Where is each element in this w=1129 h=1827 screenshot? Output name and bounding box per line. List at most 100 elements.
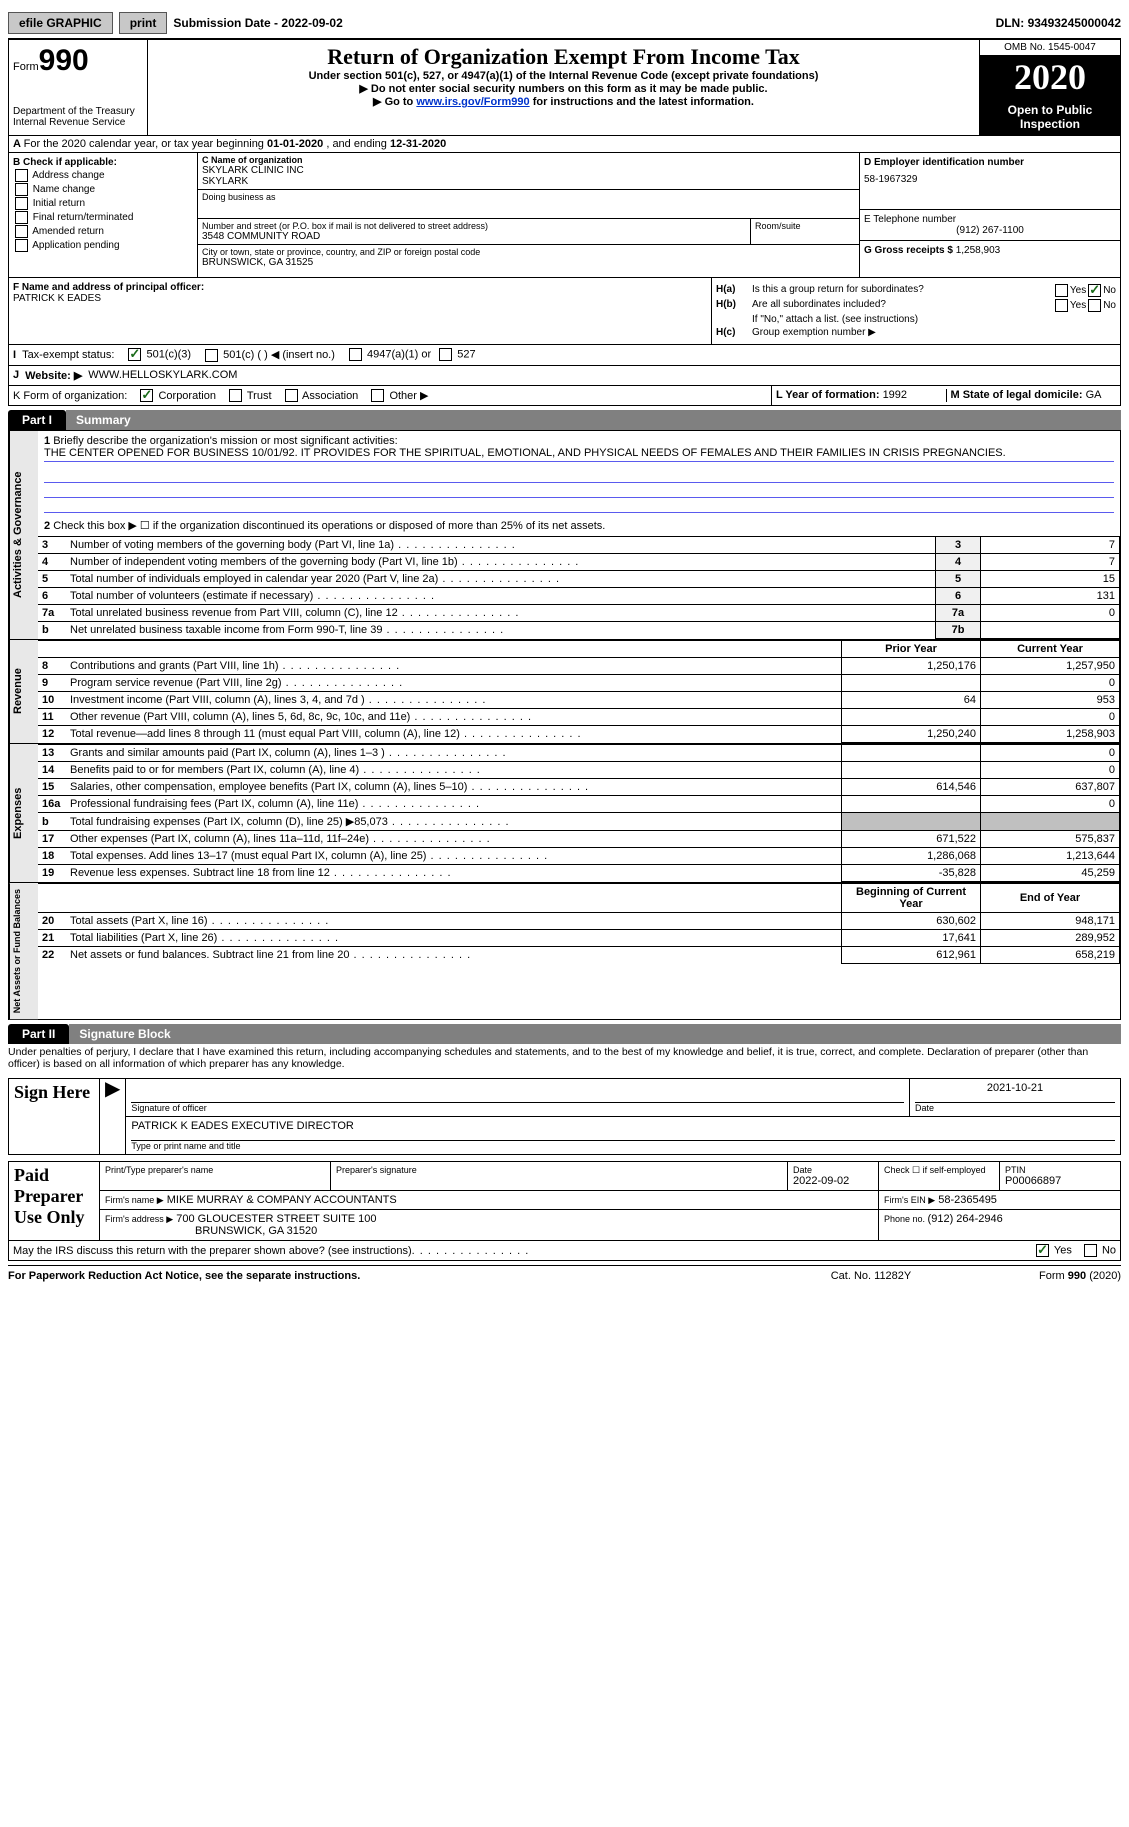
- check-application-pending[interactable]: Application pending: [13, 239, 193, 252]
- form-title: Return of Organization Exempt From Incom…: [152, 44, 975, 70]
- irs-link[interactable]: www.irs.gov/Form990: [416, 96, 529, 108]
- check-trust[interactable]: Trust: [227, 390, 272, 402]
- sign-here-label: Sign Here: [9, 1079, 100, 1155]
- top-toolbar: efile GRAPHIC print Submission Date - 20…: [8, 8, 1121, 39]
- hb-no[interactable]: No: [1086, 299, 1116, 312]
- footer-right: Form 990 (2020): [941, 1270, 1121, 1282]
- part2-header: Part II Signature Block: [8, 1024, 1121, 1044]
- irs-discuss-text: May the IRS discuss this return with the…: [13, 1245, 412, 1257]
- ein-label: D Employer identification number: [864, 157, 1116, 168]
- open-to-public: Open to Public Inspection: [980, 99, 1120, 135]
- irs-discuss-row: May the IRS discuss this return with the…: [8, 1241, 1121, 1261]
- ha-text: Is this a group return for subordinates?: [752, 284, 1053, 297]
- paid-preparer-label: Paid Preparer Use Only: [9, 1162, 100, 1241]
- table-row: 17Other expenses (Part IX, column (A), l…: [38, 831, 1120, 848]
- firm-ein: 58-2365495: [938, 1194, 997, 1206]
- officer-signature-field[interactable]: [131, 1082, 904, 1103]
- city-box: City or town, state or province, country…: [198, 245, 859, 277]
- self-employed-check[interactable]: Check ☐ if self-employed: [884, 1165, 994, 1176]
- signature-date-label: Date: [915, 1103, 1115, 1113]
- table-header-row: Beginning of Current YearEnd of Year: [38, 884, 1120, 913]
- ha-no[interactable]: No: [1086, 284, 1116, 297]
- hb-yes[interactable]: Yes: [1053, 299, 1086, 312]
- table-row: 12Total revenue—add lines 8 through 11 (…: [38, 726, 1120, 743]
- row-i-label: I: [13, 349, 16, 361]
- discuss-no[interactable]: No: [1082, 1244, 1116, 1257]
- check-corporation[interactable]: Corporation: [138, 390, 216, 402]
- side-tab-netassets: Net Assets or Fund Balances: [9, 883, 38, 1019]
- block-h: H(a) Is this a group return for subordin…: [711, 278, 1120, 344]
- table-row: 14Benefits paid to or for members (Part …: [38, 762, 1120, 779]
- check-address-change[interactable]: Address change: [13, 169, 193, 182]
- table-row: bNet unrelated business taxable income f…: [38, 622, 1120, 639]
- check-4947[interactable]: 4947(a)(1) or: [347, 348, 431, 361]
- check-527[interactable]: 527: [437, 348, 475, 361]
- preparer-date-label: Date: [793, 1165, 873, 1175]
- part1-exp: Expenses 13Grants and similar amounts pa…: [8, 744, 1121, 883]
- discuss-yes[interactable]: Yes: [1034, 1244, 1072, 1257]
- principal-officer-name: PATRICK K EADES: [13, 293, 707, 304]
- table-row: 11Other revenue (Part VIII, column (A), …: [38, 709, 1120, 726]
- dln-label: DLN: 93493245000042: [996, 16, 1121, 30]
- check-amended-return[interactable]: Amended return: [13, 225, 193, 238]
- check-final-return[interactable]: Final return/terminated: [13, 211, 193, 224]
- year-formation: L Year of formation: 1992: [776, 389, 947, 403]
- ha-yes[interactable]: Yes: [1053, 284, 1086, 297]
- block-bcd: B Check if applicable: Address change Na…: [8, 153, 1121, 278]
- table-row: 16aProfessional fundraising fees (Part I…: [38, 796, 1120, 813]
- part1-net: Net Assets or Fund Balances Beginning of…: [8, 883, 1121, 1020]
- check-initial-return[interactable]: Initial return: [13, 197, 193, 210]
- room-label: Room/suite: [755, 221, 855, 231]
- firm-address-1: 700 GLOUCESTER STREET SUITE 100: [176, 1213, 376, 1225]
- dept-treasury: Department of the Treasury Internal Reve…: [13, 106, 143, 128]
- print-button[interactable]: print: [119, 12, 168, 34]
- table-row: 15Salaries, other compensation, employee…: [38, 779, 1120, 796]
- mission-block: 1 Briefly describe the organization's mi…: [38, 431, 1120, 536]
- street-label: Number and street (or P.O. box if mail i…: [202, 221, 746, 231]
- gross-receipts-box: G Gross receipts $ 1,258,903: [860, 241, 1120, 260]
- expenses-table: 13Grants and similar amounts paid (Part …: [38, 744, 1120, 882]
- side-tab-governance: Activities & Governance: [9, 431, 38, 639]
- part1-container: Activities & Governance 1 Briefly descri…: [8, 430, 1121, 640]
- firm-address-2: BRUNSWICK, GA 31520: [195, 1225, 317, 1237]
- check-name-change[interactable]: Name change: [13, 183, 193, 196]
- org-name-label: C Name of organization: [202, 155, 855, 165]
- blank-line: [44, 483, 1114, 498]
- check-501c[interactable]: 501(c) ( ) ◀ (insert no.): [203, 348, 335, 362]
- street-box: Number and street (or P.O. box if mail i…: [198, 219, 751, 244]
- state-domicile: M State of legal domicile: GA: [947, 389, 1117, 403]
- block-fh: F Name and address of principal officer:…: [8, 278, 1121, 345]
- table-row: 3Number of voting members of the governi…: [38, 537, 1120, 554]
- ein-box: D Employer identification number 58-1967…: [860, 153, 1120, 210]
- efile-graphic-button[interactable]: efile GRAPHIC: [8, 12, 113, 34]
- revenue-table: Prior YearCurrent Year8Contributions and…: [38, 640, 1120, 743]
- header-right: OMB No. 1545-0047 2020 Open to Public In…: [979, 40, 1120, 135]
- period-row: A For the 2020 calendar year, or tax yea…: [8, 136, 1121, 153]
- table-row: 19Revenue less expenses. Subtract line 1…: [38, 865, 1120, 882]
- row-klm: K Form of organization: Corporation Trus…: [8, 386, 1121, 407]
- part1-gov-body: 1 Briefly describe the organization's mi…: [38, 431, 1120, 639]
- line1-text: Briefly describe the organization's miss…: [53, 435, 397, 447]
- firm-address-label: Firm's address ▶: [105, 1214, 173, 1224]
- submission-date-label: Submission Date - 2022-09-02: [173, 16, 342, 30]
- ptin-value: P00066897: [1005, 1175, 1115, 1187]
- table-row: 13Grants and similar amounts paid (Part …: [38, 745, 1120, 762]
- table-row: 22Net assets or fund balances. Subtract …: [38, 947, 1120, 964]
- table-row: 7aTotal unrelated business revenue from …: [38, 605, 1120, 622]
- hb-note: If "No," attach a list. (see instruction…: [752, 314, 1116, 325]
- check-association[interactable]: Association: [283, 390, 359, 402]
- check-other[interactable]: Other ▶: [369, 390, 428, 402]
- org-name-box: C Name of organization SKYLARK CLINIC IN…: [198, 153, 859, 190]
- side-tab-revenue: Revenue: [9, 640, 38, 743]
- part1-title: Summary: [66, 410, 1121, 430]
- check-501c3[interactable]: 501(c)(3): [126, 348, 191, 361]
- page-footer: For Paperwork Reduction Act Notice, see …: [8, 1265, 1121, 1286]
- officer-name-label: Type or print name and title: [131, 1141, 1115, 1151]
- footer-cat: Cat. No. 11282Y: [801, 1270, 941, 1282]
- block-c: C Name of organization SKYLARK CLINIC IN…: [198, 153, 859, 277]
- dba-label: Doing business as: [202, 192, 276, 202]
- block-b: B Check if applicable: Address change Na…: [9, 153, 198, 277]
- table-row: 21Total liabilities (Part X, line 26)17,…: [38, 930, 1120, 947]
- telephone-value: (912) 267-1100: [864, 225, 1116, 236]
- firm-name: MIKE MURRAY & COMPANY ACCOUNTANTS: [167, 1194, 397, 1206]
